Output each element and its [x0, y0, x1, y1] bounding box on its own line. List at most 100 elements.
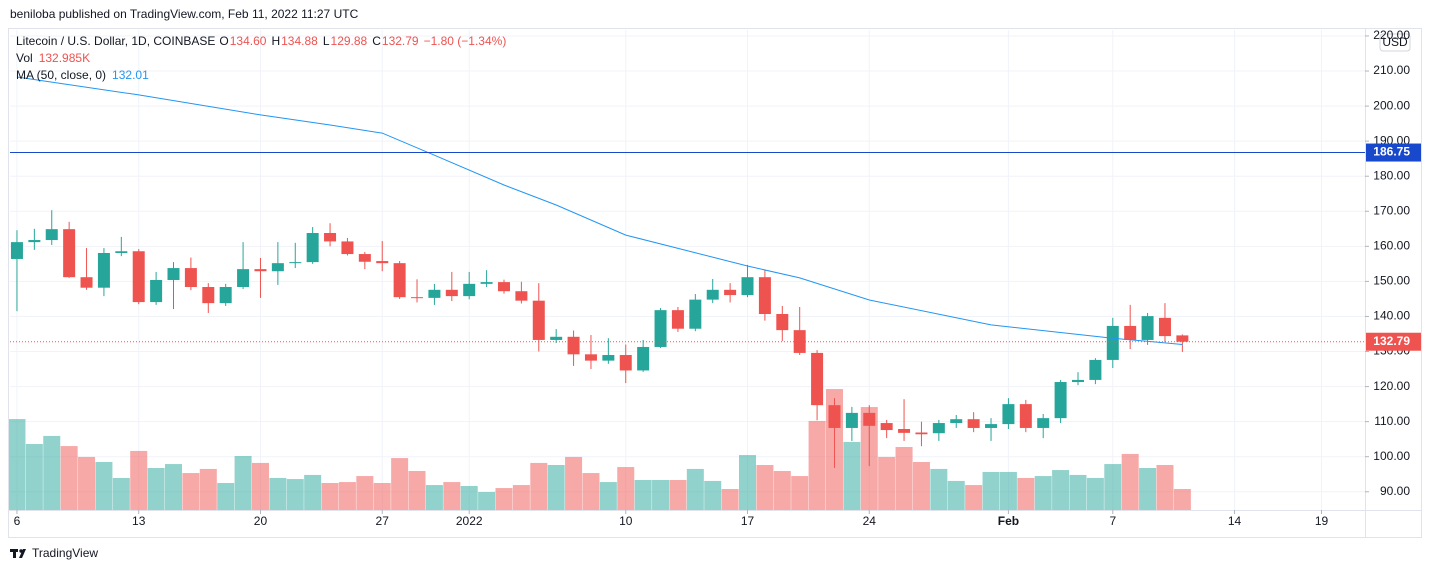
candle-body [115, 251, 128, 253]
volume-bar [617, 467, 635, 510]
x-tick-label: 6 [14, 514, 21, 528]
candle-body [219, 287, 232, 304]
volume-bar [25, 444, 43, 510]
candle-body [880, 423, 893, 431]
volume-bar [304, 474, 322, 510]
candle-body [550, 336, 563, 340]
x-tick-label: 13 [132, 514, 146, 528]
y-tick-label: 120.00 [1373, 379, 1410, 393]
candle-body [132, 251, 145, 303]
candle-body [324, 233, 337, 242]
candle-body [1002, 404, 1015, 425]
volume-bar [43, 435, 61, 510]
volume-bar [582, 473, 600, 510]
volume-bar [460, 486, 478, 510]
candle-body [80, 277, 93, 288]
legend-value: 134.88 [281, 34, 318, 48]
candle-body [567, 336, 580, 355]
candle-body [898, 429, 911, 433]
volume-bar [1104, 464, 1122, 510]
legend: Litecoin / U.S. Dollar, 1D, COINBASE O 134… [16, 34, 506, 82]
volume-bar [791, 476, 809, 510]
legend-volume-value: 132.985K [39, 51, 90, 65]
candle-body [10, 242, 23, 259]
volume-bar [982, 471, 1000, 510]
volume-bar [843, 441, 861, 510]
ma-line [16, 76, 1183, 345]
volume-bar [565, 456, 583, 510]
volume-bar [721, 489, 739, 510]
candle-body [1054, 382, 1067, 419]
legend-value: 134.60 [230, 34, 267, 48]
y-tick-label: 100.00 [1373, 449, 1410, 463]
candle-body [932, 423, 945, 434]
candle-body [1158, 317, 1171, 337]
y-tick-label: 170.00 [1373, 203, 1410, 217]
volume-bar [1069, 474, 1087, 510]
volume-bar [60, 446, 78, 510]
volume-bar [739, 455, 757, 510]
volume-bar [756, 465, 774, 510]
volume-bar [147, 468, 165, 510]
volume-bar [1034, 476, 1052, 510]
volume-bar [321, 483, 339, 510]
last-price-label: 132.79 [1373, 334, 1410, 348]
volume-bar [652, 480, 670, 510]
volume-bar [199, 468, 217, 510]
volume-bar [217, 483, 235, 510]
volume-bar [478, 492, 496, 510]
brand: TradingView [32, 546, 98, 560]
candle-body [845, 412, 858, 428]
frame [8, 28, 1422, 538]
x-tick-label: 19 [1315, 514, 1329, 528]
candle-body [1037, 418, 1050, 428]
candle-body [1176, 335, 1189, 342]
candle-body [28, 240, 41, 243]
candle-body [654, 310, 667, 347]
volume-bar [269, 477, 287, 510]
candle-body [706, 289, 719, 300]
volume-bar [930, 468, 948, 510]
volume-bar [1156, 465, 1174, 510]
candle-body [150, 279, 163, 303]
candle-body [689, 299, 702, 329]
x-tick-label: 27 [376, 514, 390, 528]
legend-key: L [323, 34, 330, 48]
volume-bar [947, 480, 965, 510]
candle-body [776, 314, 789, 331]
candle-body [376, 261, 389, 264]
candle-body [480, 282, 493, 284]
candle-body [45, 229, 58, 241]
volume-bar [182, 473, 200, 510]
legend-value: 132.79 [382, 34, 419, 48]
candle-body [463, 283, 476, 297]
candle-body [445, 289, 458, 297]
candle-body [811, 352, 824, 406]
x-tick-label: 2022 [456, 514, 483, 528]
candle-body [758, 277, 771, 315]
plot-area [8, 30, 1365, 510]
candle-body [167, 268, 180, 280]
volume-bar [773, 471, 791, 510]
candle-body [619, 355, 632, 371]
y-tick-label: 180.00 [1373, 168, 1410, 182]
volume-bar [251, 462, 269, 510]
candle-body [967, 419, 980, 428]
volume-bar [1017, 477, 1035, 510]
candle-body [532, 300, 545, 340]
legend-key: C [372, 34, 381, 48]
volume-bar [495, 488, 513, 510]
volume-bar [808, 420, 826, 510]
candle-body [584, 354, 597, 361]
legend-change: −1.80 (−1.34%) [424, 34, 507, 48]
volume-bar [1086, 477, 1104, 510]
y-tick-label: 160.00 [1373, 239, 1410, 253]
byline: beniloba published on TradingView.com, F… [10, 7, 359, 21]
volume-bar [286, 479, 304, 510]
candle-body [411, 297, 424, 299]
volume-bar [704, 480, 722, 510]
candle-body [306, 233, 319, 263]
x-tick-label: 20 [254, 514, 268, 528]
candle-body [237, 269, 250, 288]
